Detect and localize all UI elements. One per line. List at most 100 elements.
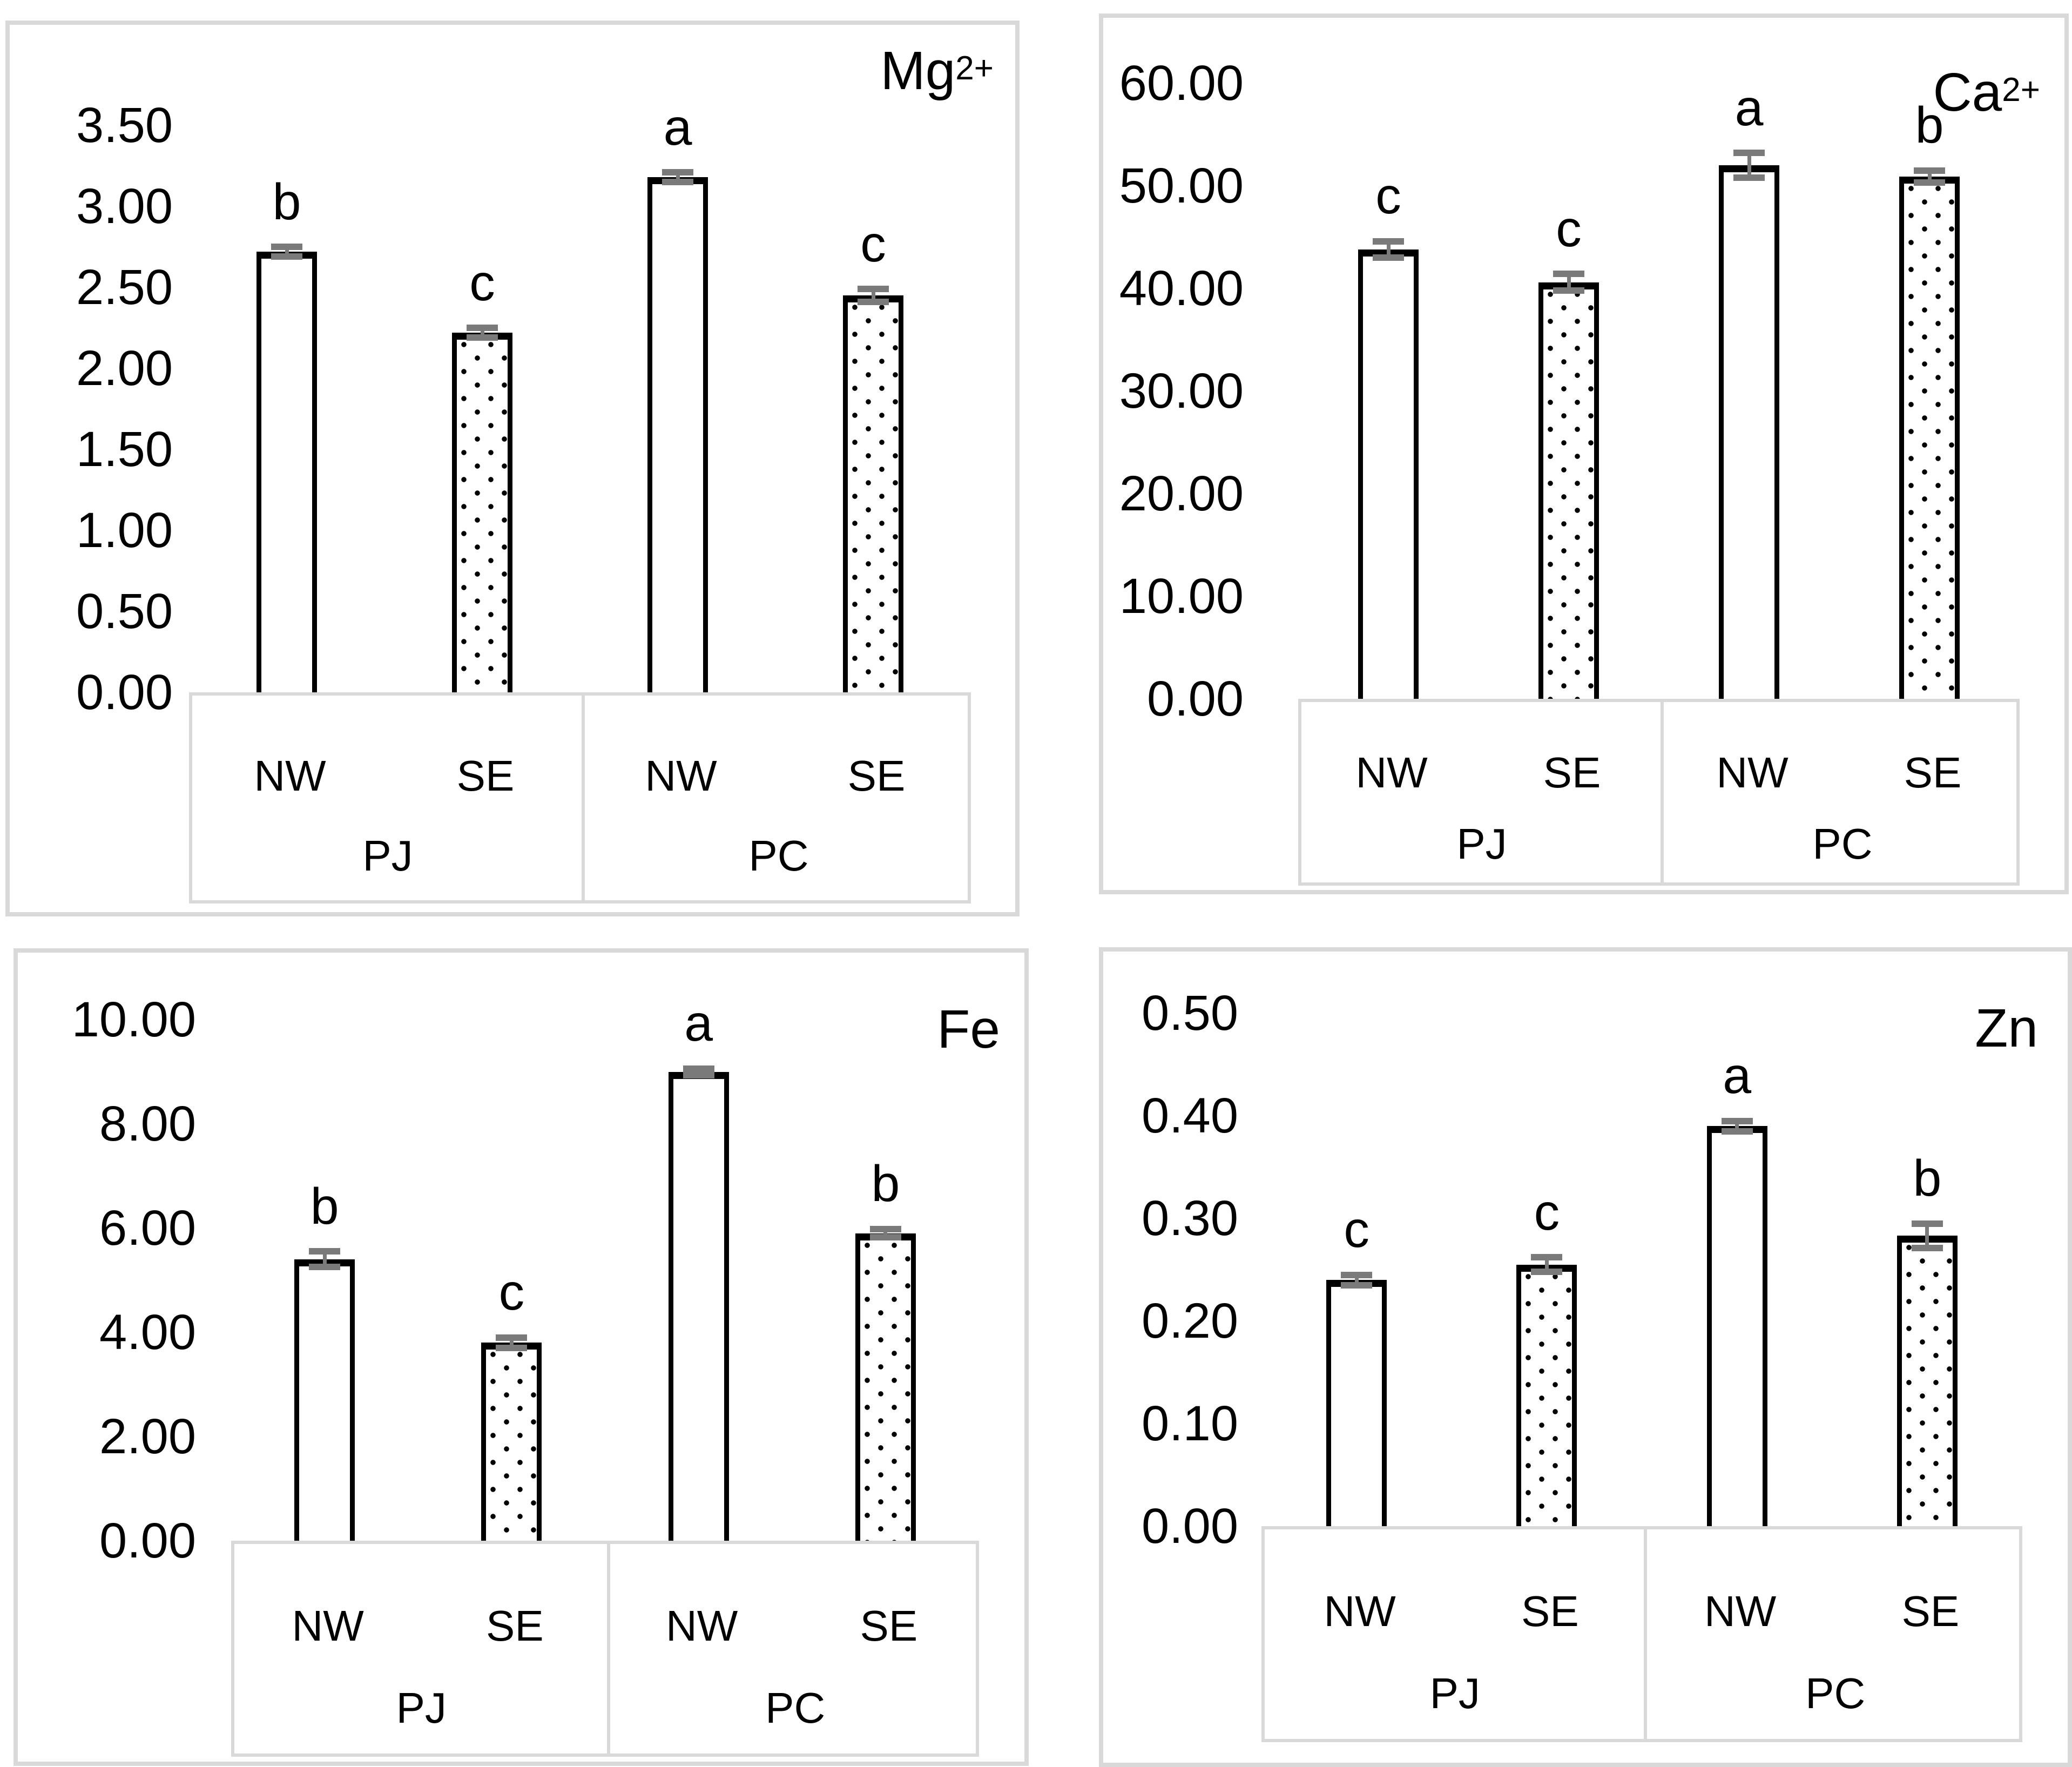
bar-nw-pj-mg — [257, 252, 317, 692]
error-bar-whisker — [1747, 153, 1751, 178]
significance-letter: c — [498, 1264, 525, 1321]
significance-letter: b — [310, 1177, 339, 1235]
error-bar-cap-top — [1911, 1220, 1943, 1227]
error-bar-cap-bottom — [309, 1264, 341, 1271]
significance-letter: c — [1534, 1183, 1560, 1241]
bar-se-pc-fe — [855, 1233, 916, 1541]
category-label-aspect: SE — [1904, 748, 1962, 797]
chart-title: Fe — [937, 1002, 1000, 1056]
category-label-aspect: SE — [1521, 1587, 1579, 1635]
category-label-aspect: SE — [847, 751, 906, 800]
bar-nw-pc-zn — [1706, 1126, 1767, 1526]
error-bar-whisker — [322, 1251, 327, 1267]
error-bar-cap-top — [1341, 1271, 1373, 1278]
significance-letter: b — [1913, 1150, 1942, 1207]
error-bar-cap-top — [496, 1334, 528, 1341]
error-bar-cap-top — [662, 169, 693, 176]
significance-letter: a — [684, 995, 713, 1052]
error-bar-cap-bottom — [271, 253, 302, 260]
error-bar-whisker — [1544, 1257, 1549, 1272]
significance-letter: c — [1375, 167, 1401, 225]
category-group-divider — [1661, 702, 1664, 882]
error-bar-whisker — [1386, 241, 1391, 258]
chart-title-superscript: 2+ — [2002, 71, 2040, 109]
chart-title: Mg2+ — [880, 44, 994, 98]
error-bar-whisker — [1927, 170, 1932, 183]
plot-area: 60.00 50.00 40.00 30.00 20.00 10.00 0.00 c c a b — [1103, 18, 2064, 890]
chart-title-text: Zn — [1975, 998, 2038, 1058]
error-bar-whisker — [1735, 1121, 1739, 1131]
error-bar-whisker — [1354, 1274, 1359, 1285]
error-bar-cap-top — [1373, 238, 1404, 245]
chart-title: Zn — [1975, 1001, 2038, 1055]
error-bar-whisker — [883, 1229, 888, 1238]
error-bar-whisker — [676, 172, 680, 182]
error-bar-cap-bottom — [1553, 287, 1584, 294]
error-bar-whisker — [1567, 274, 1571, 291]
plot-area: 0.50 0.40 0.30 0.20 0.10 0.00 c c a b — [1103, 952, 2068, 1763]
category-group-divider — [582, 696, 585, 900]
bar-nw-pj-zn — [1326, 1280, 1387, 1526]
error-bar-cap-top — [1553, 271, 1584, 278]
category-label-aspect: NW — [292, 1602, 364, 1650]
category-axis-box: NW SE NW SE PJ PC — [189, 692, 971, 903]
bar-se-pj-fe — [481, 1343, 542, 1541]
significance-letter: b — [1915, 97, 1944, 154]
error-bar-cap-bottom — [1341, 1282, 1373, 1289]
category-label-group: PJ — [362, 832, 413, 880]
category-label-aspect: NW — [665, 1602, 738, 1650]
error-bar-whisker — [871, 289, 875, 302]
chart-title: Ca2+ — [1933, 65, 2040, 119]
error-bar-cap-bottom — [1531, 1268, 1563, 1275]
error-bar-whisker — [1925, 1223, 1929, 1249]
category-label-group: PC — [1812, 819, 1873, 868]
category-axis-box: NW SE NW SE PJ PC — [1298, 699, 2020, 886]
error-bar-whisker — [509, 1337, 514, 1348]
error-bar-cap-bottom — [662, 179, 693, 185]
error-bar-cap-bottom — [1733, 174, 1765, 181]
error-bar-cap-bottom — [496, 1344, 528, 1351]
chart-panel-ca: Ca2+ 60.00 50.00 40.00 30.00 20.00 10.00 0.00 c… — [1099, 14, 2069, 894]
error-bar-cap-top — [1721, 1117, 1753, 1124]
bar-se-pc-mg — [843, 295, 903, 692]
category-label-group: PC — [765, 1684, 826, 1732]
significance-letter: a — [1734, 79, 1764, 137]
category-label-group: PJ — [1429, 1669, 1480, 1717]
chart-title-superscript: 2+ — [955, 50, 994, 87]
significance-letter: c — [860, 215, 886, 273]
significance-letter: a — [1723, 1047, 1752, 1104]
category-label-group: PJ — [1456, 819, 1507, 868]
category-group-divider — [606, 1544, 610, 1753]
error-bar-cap-top — [271, 244, 302, 250]
bar-nw-pj-fe — [294, 1259, 355, 1541]
bar-se-pj-ca — [1538, 282, 1599, 699]
bar-nw-pj-ca — [1358, 249, 1419, 699]
error-bar-cap-bottom — [858, 299, 889, 305]
error-bar-cap-bottom — [869, 1234, 901, 1241]
error-bar-cap-top — [1733, 150, 1765, 157]
category-label-aspect: NW — [254, 751, 326, 800]
category-group-divider — [1643, 1529, 1647, 1739]
significance-letter: c — [1556, 200, 1582, 258]
category-label-aspect: NW — [645, 751, 717, 800]
category-label-aspect: SE — [456, 751, 515, 800]
error-bar-whisker — [480, 328, 484, 338]
category-label-group: PJ — [396, 1684, 447, 1732]
category-label-aspect: NW — [1716, 748, 1788, 797]
error-bar-cap-bottom — [1721, 1128, 1753, 1135]
chart-title-text: Ca — [1933, 62, 2002, 123]
significance-letter: b — [272, 173, 301, 231]
plot-area: 10.00 8.00 6.00 4.00 2.00 0.00 b c a b — [18, 953, 1024, 1762]
plot-area: 3.50 3.00 2.50 2.00 1.50 1.00 0.50 0.00 b c a c — [10, 25, 1015, 912]
category-axis-box: NW SE NW SE PJ PC — [231, 1541, 979, 1757]
category-label-aspect: NW — [1355, 748, 1428, 797]
category-label-aspect: SE — [860, 1602, 918, 1650]
bar-se-pc-zn — [1896, 1236, 1958, 1526]
bar-se-pj-mg — [452, 333, 512, 692]
error-bar-cap-top — [858, 286, 889, 292]
bar-nw-pc-ca — [1719, 165, 1779, 699]
chart-title-text: Mg — [880, 41, 956, 101]
error-bar-cap-bottom — [683, 1071, 714, 1078]
chart-panel-fe: Fe 10.00 8.00 6.00 4.00 2.00 0.00 b c a b NW SE NW S… — [14, 948, 1029, 1766]
error-bar-cap-bottom — [1373, 254, 1404, 261]
